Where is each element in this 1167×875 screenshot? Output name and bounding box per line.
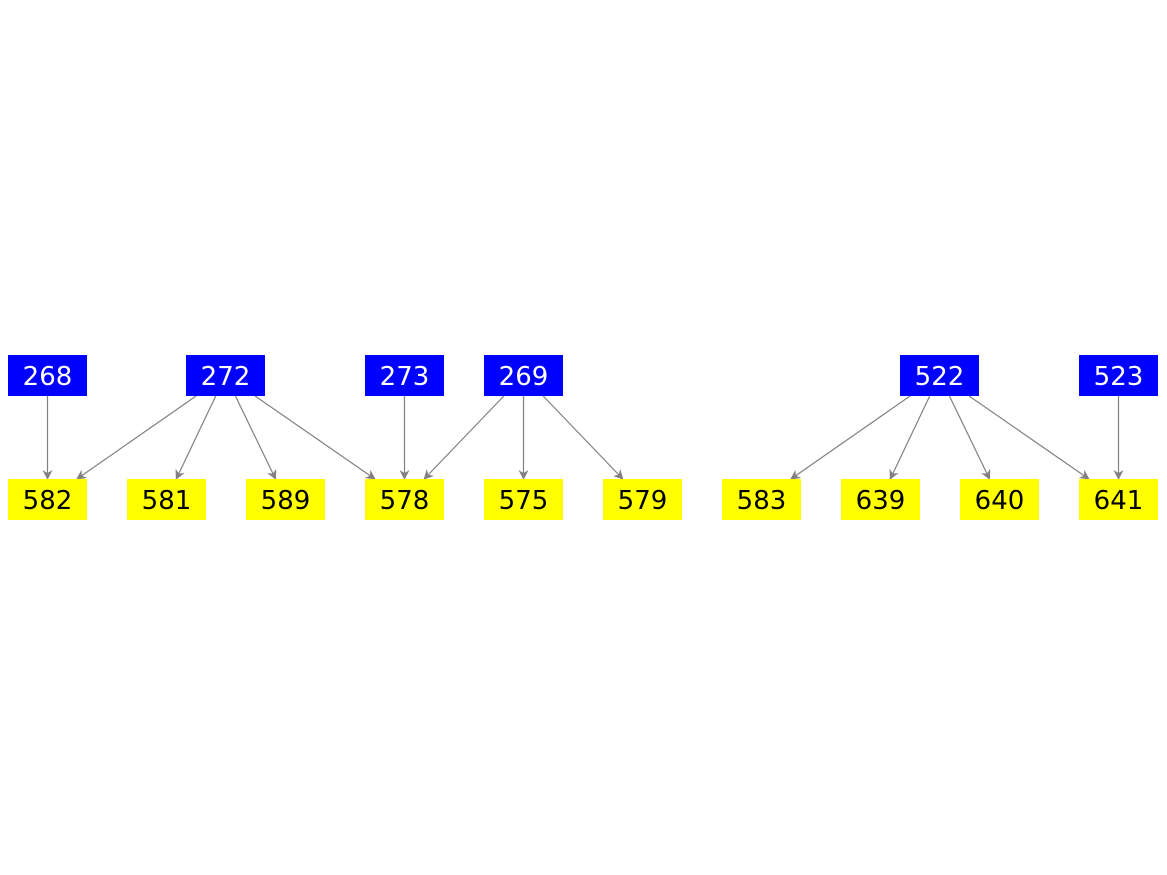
source-node-label: 272 <box>201 362 251 392</box>
target-node-label: 640 <box>975 486 1025 516</box>
edge-272-589 <box>234 395 277 480</box>
edge-522-583 <box>790 395 911 480</box>
source-node-268: 268 <box>8 355 87 396</box>
target-node-581: 581 <box>127 479 206 520</box>
edge-522-640 <box>948 395 991 480</box>
source-node-label: 273 <box>380 362 430 392</box>
edge-522-641 <box>968 395 1090 480</box>
target-node-box <box>603 479 682 520</box>
source-node-label: 269 <box>499 362 549 392</box>
target-node-575: 575 <box>484 479 563 520</box>
target-node-583: 583 <box>722 479 801 520</box>
target-node-box <box>246 479 325 520</box>
edge-272-582 <box>76 395 197 480</box>
source-node-box <box>484 355 563 396</box>
edge-272-581 <box>175 395 217 480</box>
source-node-272: 272 <box>186 355 265 396</box>
edges <box>42 395 1124 480</box>
target-node-label: 583 <box>737 486 787 516</box>
target-node-589: 589 <box>246 479 325 520</box>
target-node-label: 579 <box>618 486 668 516</box>
edge-269-578 <box>423 395 505 480</box>
target-node-579: 579 <box>603 479 682 520</box>
source-node-label: 268 <box>23 362 73 392</box>
target-node-582: 582 <box>8 479 87 520</box>
source-node-box <box>8 355 87 396</box>
source-node-label: 522 <box>915 362 965 392</box>
source-node-523: 523 <box>1079 355 1158 396</box>
target-node-box <box>484 479 563 520</box>
target-node-label: 581 <box>142 486 192 516</box>
target-node-label: 589 <box>261 486 311 516</box>
target-node-label: 575 <box>499 486 549 516</box>
source-node-522: 522 <box>900 355 979 396</box>
target-node-label: 641 <box>1094 486 1144 516</box>
target-node-box <box>960 479 1039 520</box>
target-node-box <box>8 479 87 520</box>
target-node-label: 582 <box>23 486 73 516</box>
target-node-label: 578 <box>380 486 430 516</box>
source-node-box <box>900 355 979 396</box>
source-node-box <box>1079 355 1158 396</box>
target-node-639: 639 <box>841 479 920 520</box>
source-node-box <box>186 355 265 396</box>
target-node-box <box>722 479 801 520</box>
edge-272-578 <box>254 395 376 480</box>
target-node-label: 639 <box>856 486 906 516</box>
source-node-label: 523 <box>1094 362 1144 392</box>
target-node-578: 578 <box>365 479 444 520</box>
target-node-640: 640 <box>960 479 1039 520</box>
source-node-273: 273 <box>365 355 444 396</box>
source-node-269: 269 <box>484 355 563 396</box>
source-node-box <box>365 355 444 396</box>
target-node-box <box>841 479 920 520</box>
target-node-box <box>127 479 206 520</box>
edge-522-639 <box>889 395 931 480</box>
target-node-box <box>1079 479 1158 520</box>
nodes: 268 272 273 269 522 523 582 581 589 578 575 579 583 6… <box>8 355 1158 520</box>
target-node-641: 641 <box>1079 479 1158 520</box>
edge-269-579 <box>542 395 624 480</box>
target-node-box <box>365 479 444 520</box>
